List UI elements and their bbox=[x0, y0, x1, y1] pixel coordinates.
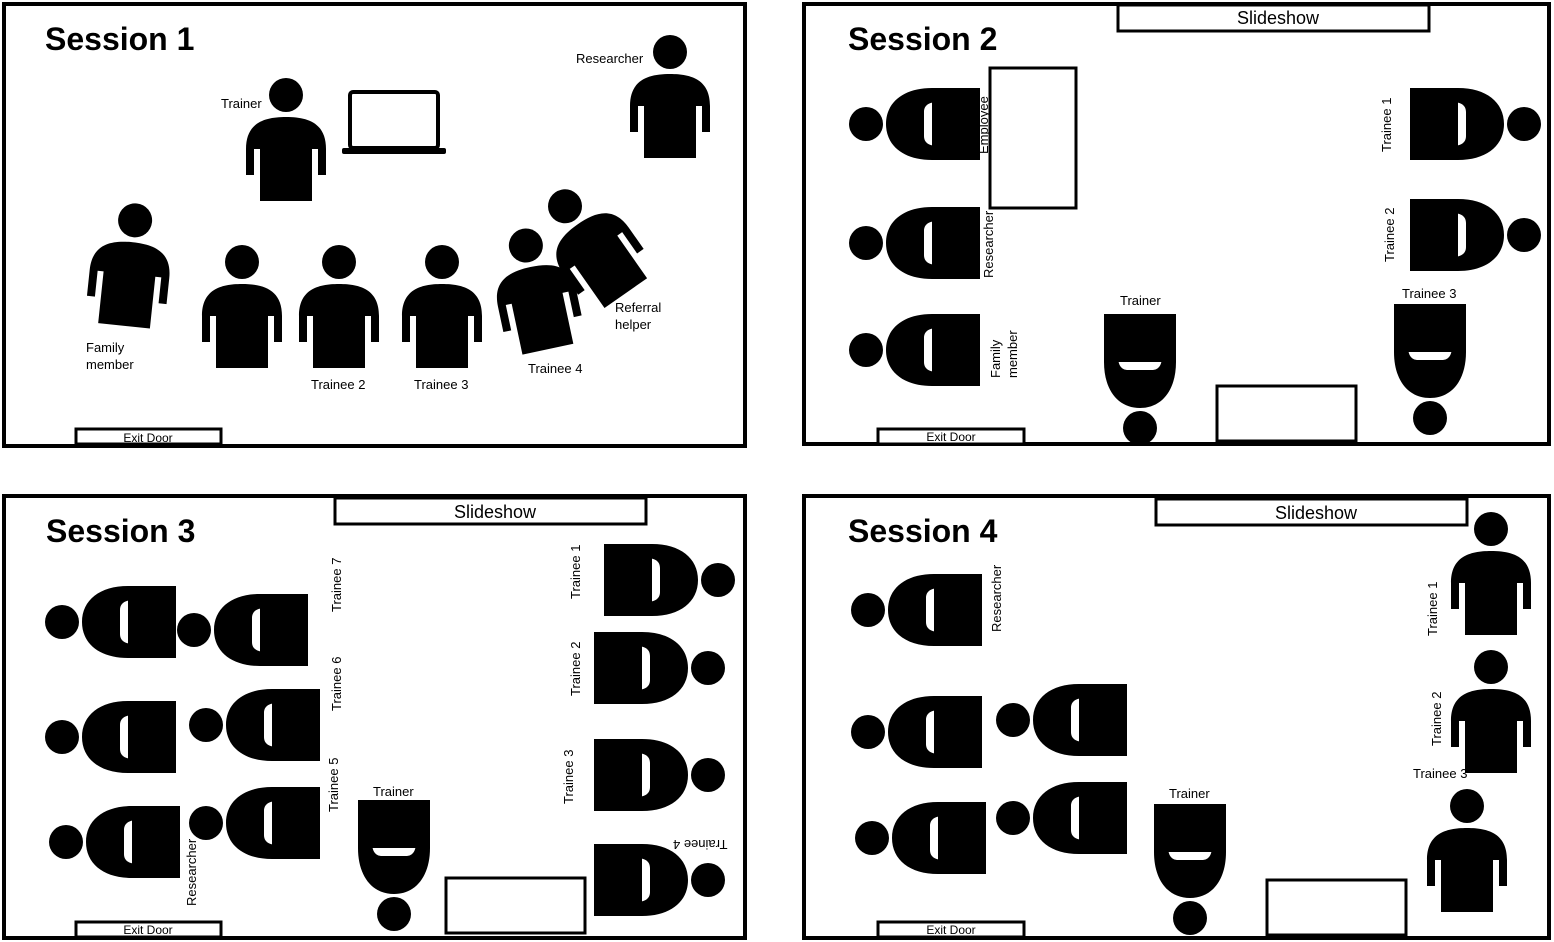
exit-door-label: Exit Door bbox=[926, 923, 975, 937]
slideshow-screen: Slideshow bbox=[1154, 497, 1469, 527]
referral-helper-label-line2: helper bbox=[615, 317, 652, 332]
trainee-2-person-icon bbox=[1410, 199, 1541, 271]
trainee-6-person-icon bbox=[189, 689, 320, 761]
session-4-title: Session 4 bbox=[848, 513, 998, 549]
slideshow-screen: Slideshow bbox=[1116, 3, 1431, 33]
trainee-3-person-icon bbox=[1427, 789, 1507, 912]
seated-person-icon bbox=[996, 782, 1127, 854]
trainee-7-person-icon bbox=[177, 594, 308, 666]
exit-door-label: Exit Door bbox=[926, 430, 975, 444]
trainer-person-icon bbox=[358, 800, 430, 931]
trainee-1-person-icon bbox=[1451, 512, 1531, 635]
session-2-title: Session 2 bbox=[848, 21, 997, 57]
employee-label: Employee bbox=[976, 96, 991, 154]
trainee-2-label: Trainee 2 bbox=[1429, 692, 1444, 746]
trainee-3-person-icon bbox=[594, 739, 725, 811]
trainee-7-label: Trainee 7 bbox=[329, 558, 344, 612]
researcher-label: Researcher bbox=[576, 51, 644, 66]
trainee-1-label: Trainee 1 bbox=[1379, 98, 1394, 152]
exit-door: Exit Door bbox=[74, 427, 223, 446]
trainer-label: Trainer bbox=[221, 96, 262, 111]
trainee-1-label: Trainee 1 bbox=[568, 545, 583, 599]
laptop-icon bbox=[340, 90, 448, 156]
exit-door-label: Exit Door bbox=[123, 923, 172, 937]
slideshow-label: Slideshow bbox=[1275, 503, 1358, 523]
exit-door: Exit Door bbox=[876, 920, 1026, 939]
slideshow-screen: Slideshow bbox=[333, 496, 648, 526]
trainee-1-person-icon bbox=[202, 245, 282, 368]
family-member-label-line1: Family bbox=[86, 340, 125, 355]
trainee-3-label: Trainee 3 bbox=[561, 750, 576, 804]
trainer-person-icon bbox=[1104, 314, 1176, 445]
seated-person-icon bbox=[45, 586, 176, 658]
trainee-4-person-icon bbox=[594, 844, 725, 916]
seated-person-icon bbox=[45, 701, 176, 773]
trainee-5-person-icon bbox=[189, 787, 320, 859]
session-4-panel: Session 4 Slideshow Exit Door Researcher… bbox=[802, 494, 1551, 940]
table bbox=[1215, 384, 1358, 443]
trainer-label: Trainer bbox=[1169, 786, 1210, 801]
employee-person-icon bbox=[849, 88, 980, 160]
researcher-label: Researcher bbox=[989, 564, 1004, 632]
trainee-3-label: Trainee 3 bbox=[1402, 286, 1456, 301]
trainee-1-person-icon bbox=[604, 544, 735, 616]
table bbox=[444, 876, 587, 935]
trainee-3-person-icon bbox=[402, 245, 482, 368]
trainee-2-label: Trainee 2 bbox=[311, 377, 365, 392]
family-member-person-icon bbox=[849, 314, 980, 386]
session-3-panel: Session 3 Slideshow Exit Door Researcher… bbox=[2, 494, 747, 940]
session-1-title: Session 1 bbox=[45, 21, 194, 57]
trainee-3-label: Trainee 3 bbox=[1413, 766, 1467, 781]
trainer-person-icon bbox=[1154, 804, 1226, 935]
trainee-1-label: Trainee 1 bbox=[1425, 582, 1440, 636]
table bbox=[1265, 878, 1408, 937]
slideshow-label: Slideshow bbox=[1237, 8, 1320, 28]
researcher-person-icon bbox=[849, 207, 980, 279]
trainee-2-label: Trainee 2 bbox=[1382, 208, 1397, 262]
researcher-label: Researcher bbox=[184, 838, 199, 906]
session-1-panel: Session 1 Exit Door Trainer Researcher F… bbox=[2, 2, 747, 448]
researcher-label: Researcher bbox=[981, 210, 996, 278]
trainee-6-label: Trainee 6 bbox=[329, 657, 344, 711]
trainer-label: Trainer bbox=[1120, 293, 1161, 308]
trainee-5-label: Trainee 5 bbox=[326, 758, 341, 812]
session-1-room bbox=[2, 2, 747, 448]
trainee-2-label: Trainee 2 bbox=[568, 642, 583, 696]
exit-door: Exit Door bbox=[876, 427, 1026, 446]
seated-person-icon bbox=[996, 684, 1127, 756]
exit-door: Exit Door bbox=[74, 920, 223, 939]
seated-person-icon bbox=[49, 806, 180, 878]
referral-helper-label-line1: Referral bbox=[615, 300, 661, 315]
family-member-label-line1: Family bbox=[988, 339, 1003, 378]
trainee-2-person-icon bbox=[299, 245, 379, 368]
seated-person-icon bbox=[851, 696, 982, 768]
family-member-label-line2: member bbox=[1005, 330, 1020, 378]
exit-door-label: Exit Door bbox=[123, 431, 172, 445]
family-member-person-icon bbox=[84, 199, 177, 330]
trainer-label: Trainer bbox=[373, 784, 414, 799]
seated-person-icon bbox=[855, 802, 986, 874]
researcher-person-icon bbox=[851, 574, 982, 646]
trainee-3-label: Trainee 3 bbox=[414, 377, 468, 392]
table bbox=[988, 66, 1078, 210]
session-2-panel: Session 2 Slideshow Exit Door Employee R… bbox=[802, 2, 1551, 446]
family-member-label-line2: member bbox=[86, 357, 134, 372]
trainee-4-label: Trainee 4 bbox=[528, 361, 582, 376]
session-4-room bbox=[802, 494, 1551, 940]
trainee-4-label: Trainee 4 bbox=[673, 837, 727, 852]
session-3-title: Session 3 bbox=[46, 513, 195, 549]
slideshow-label: Slideshow bbox=[454, 502, 537, 522]
trainee-2-person-icon bbox=[1451, 650, 1531, 773]
trainee-3-person-icon bbox=[1394, 304, 1466, 435]
trainee-2-person-icon bbox=[594, 632, 725, 704]
session-3-room bbox=[2, 494, 747, 940]
trainee-1-person-icon bbox=[1410, 88, 1541, 160]
